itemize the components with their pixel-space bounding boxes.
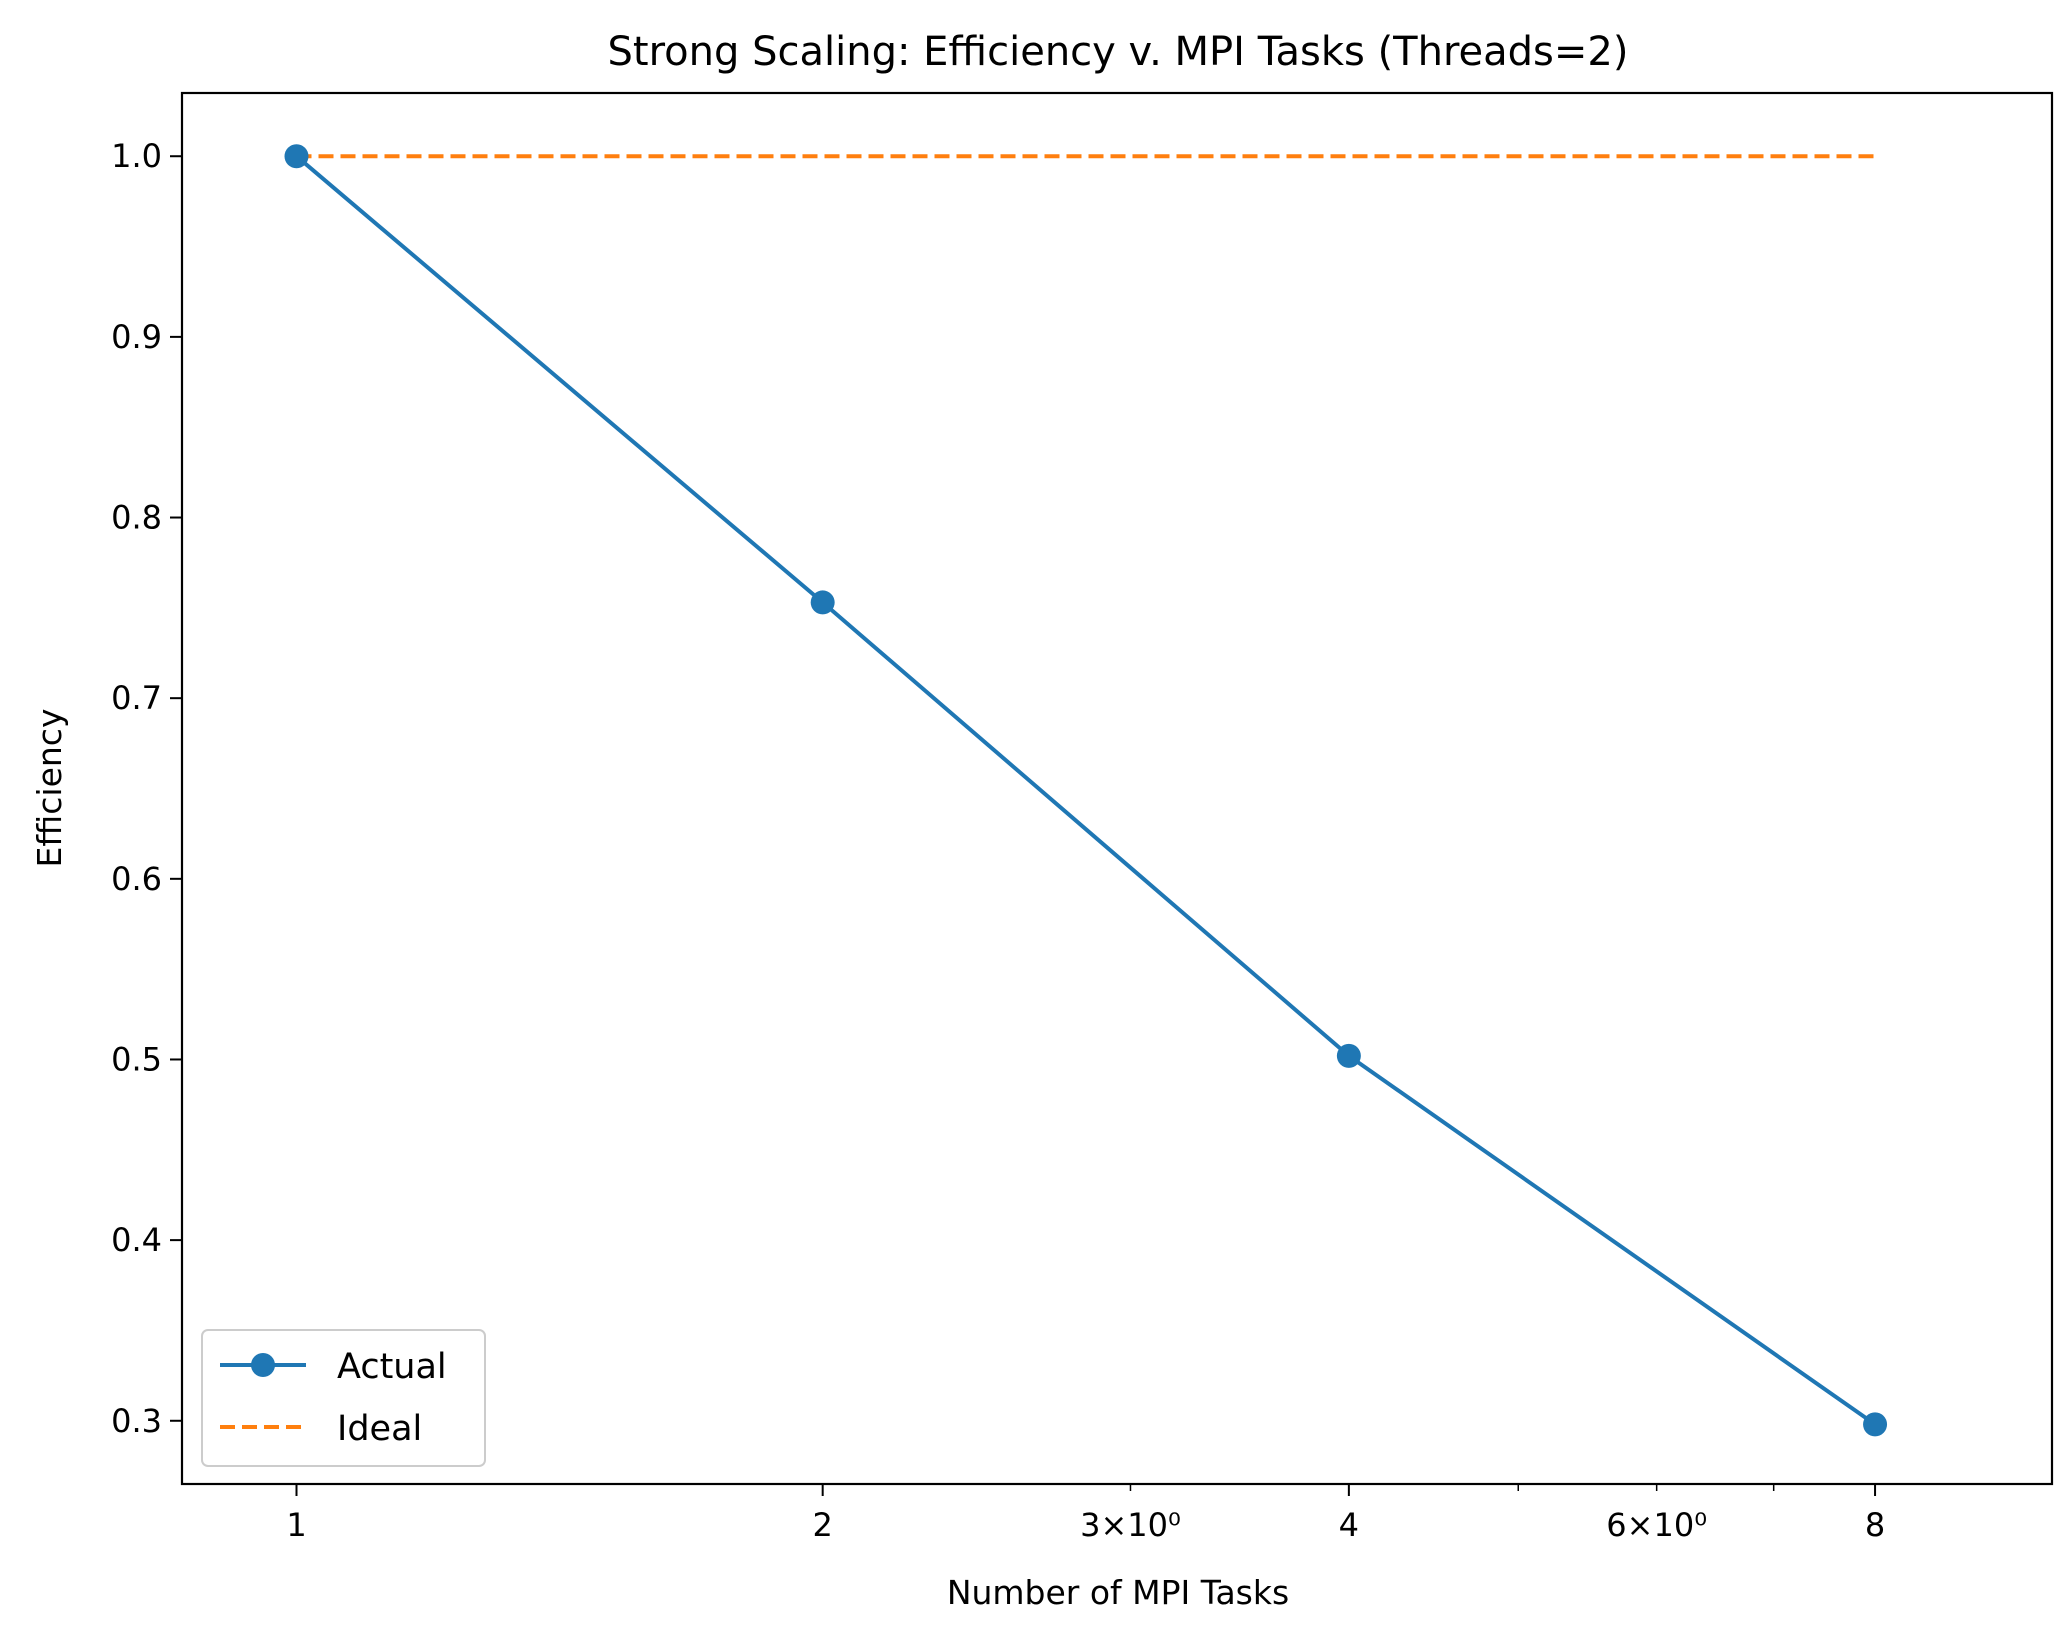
x-axis-ticks: 1 2 3×10⁰ 4 6×10⁰ 8	[286, 1484, 1885, 1544]
data-point-actual	[1863, 1412, 1888, 1437]
data-point-actual	[1336, 1043, 1361, 1068]
y-tick-label: 0.5	[111, 1040, 162, 1078]
y-tick-label: 0.6	[111, 860, 162, 898]
legend-ideal-label: Ideal	[337, 1409, 422, 1449]
y-tick-label: 0.8	[111, 499, 162, 537]
x-tick-label: 2	[813, 1506, 833, 1544]
y-tick-label: 0.7	[111, 679, 162, 717]
legend-actual-label: Actual	[337, 1347, 447, 1387]
y-axis-label: Efficiency	[30, 709, 69, 868]
axes-frame	[180, 91, 2054, 1486]
plot-area	[180, 91, 2054, 1486]
y-axis-ticks: 0.3 0.4 0.5 0.6 0.7 0.8 0.9 1.0	[111, 137, 182, 1440]
data-point-actual	[284, 144, 309, 169]
x-tick-label: 6×10⁰	[1606, 1506, 1707, 1544]
x-tick-label: 1	[286, 1506, 306, 1544]
y-tick-label: 0.4	[111, 1221, 162, 1259]
chart-title: Strong Scaling: Efficiency v. MPI Tasks …	[608, 29, 1629, 75]
y-tick-label: 0.3	[111, 1402, 162, 1440]
series-line-actual	[295, 154, 1877, 1427]
data-point-actual	[810, 590, 835, 615]
legend-actual-marker	[251, 1353, 275, 1377]
x-axis-label: Number of MPI Tasks	[947, 1573, 1289, 1612]
x-tick-label: 4	[1339, 1506, 1359, 1544]
x-tick-label: 8	[1865, 1506, 1885, 1544]
legend: Actual Ideal	[201, 1329, 486, 1467]
y-tick-label: 0.9	[111, 318, 162, 356]
x-tick-label: 3×10⁰	[1080, 1506, 1181, 1544]
series-layer	[284, 144, 1888, 1437]
y-tick-label: 1.0	[111, 137, 162, 175]
